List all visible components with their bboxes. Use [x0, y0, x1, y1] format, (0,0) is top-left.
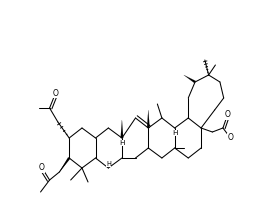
Text: O: O — [39, 163, 45, 173]
Polygon shape — [59, 157, 70, 172]
Polygon shape — [121, 120, 123, 138]
Text: O: O — [228, 134, 233, 142]
Text: H: H — [172, 130, 177, 136]
Polygon shape — [147, 110, 150, 128]
Text: H: H — [119, 140, 125, 146]
Text: H: H — [106, 161, 111, 167]
Polygon shape — [184, 75, 196, 83]
Text: O: O — [53, 88, 58, 98]
Text: O: O — [225, 110, 230, 120]
